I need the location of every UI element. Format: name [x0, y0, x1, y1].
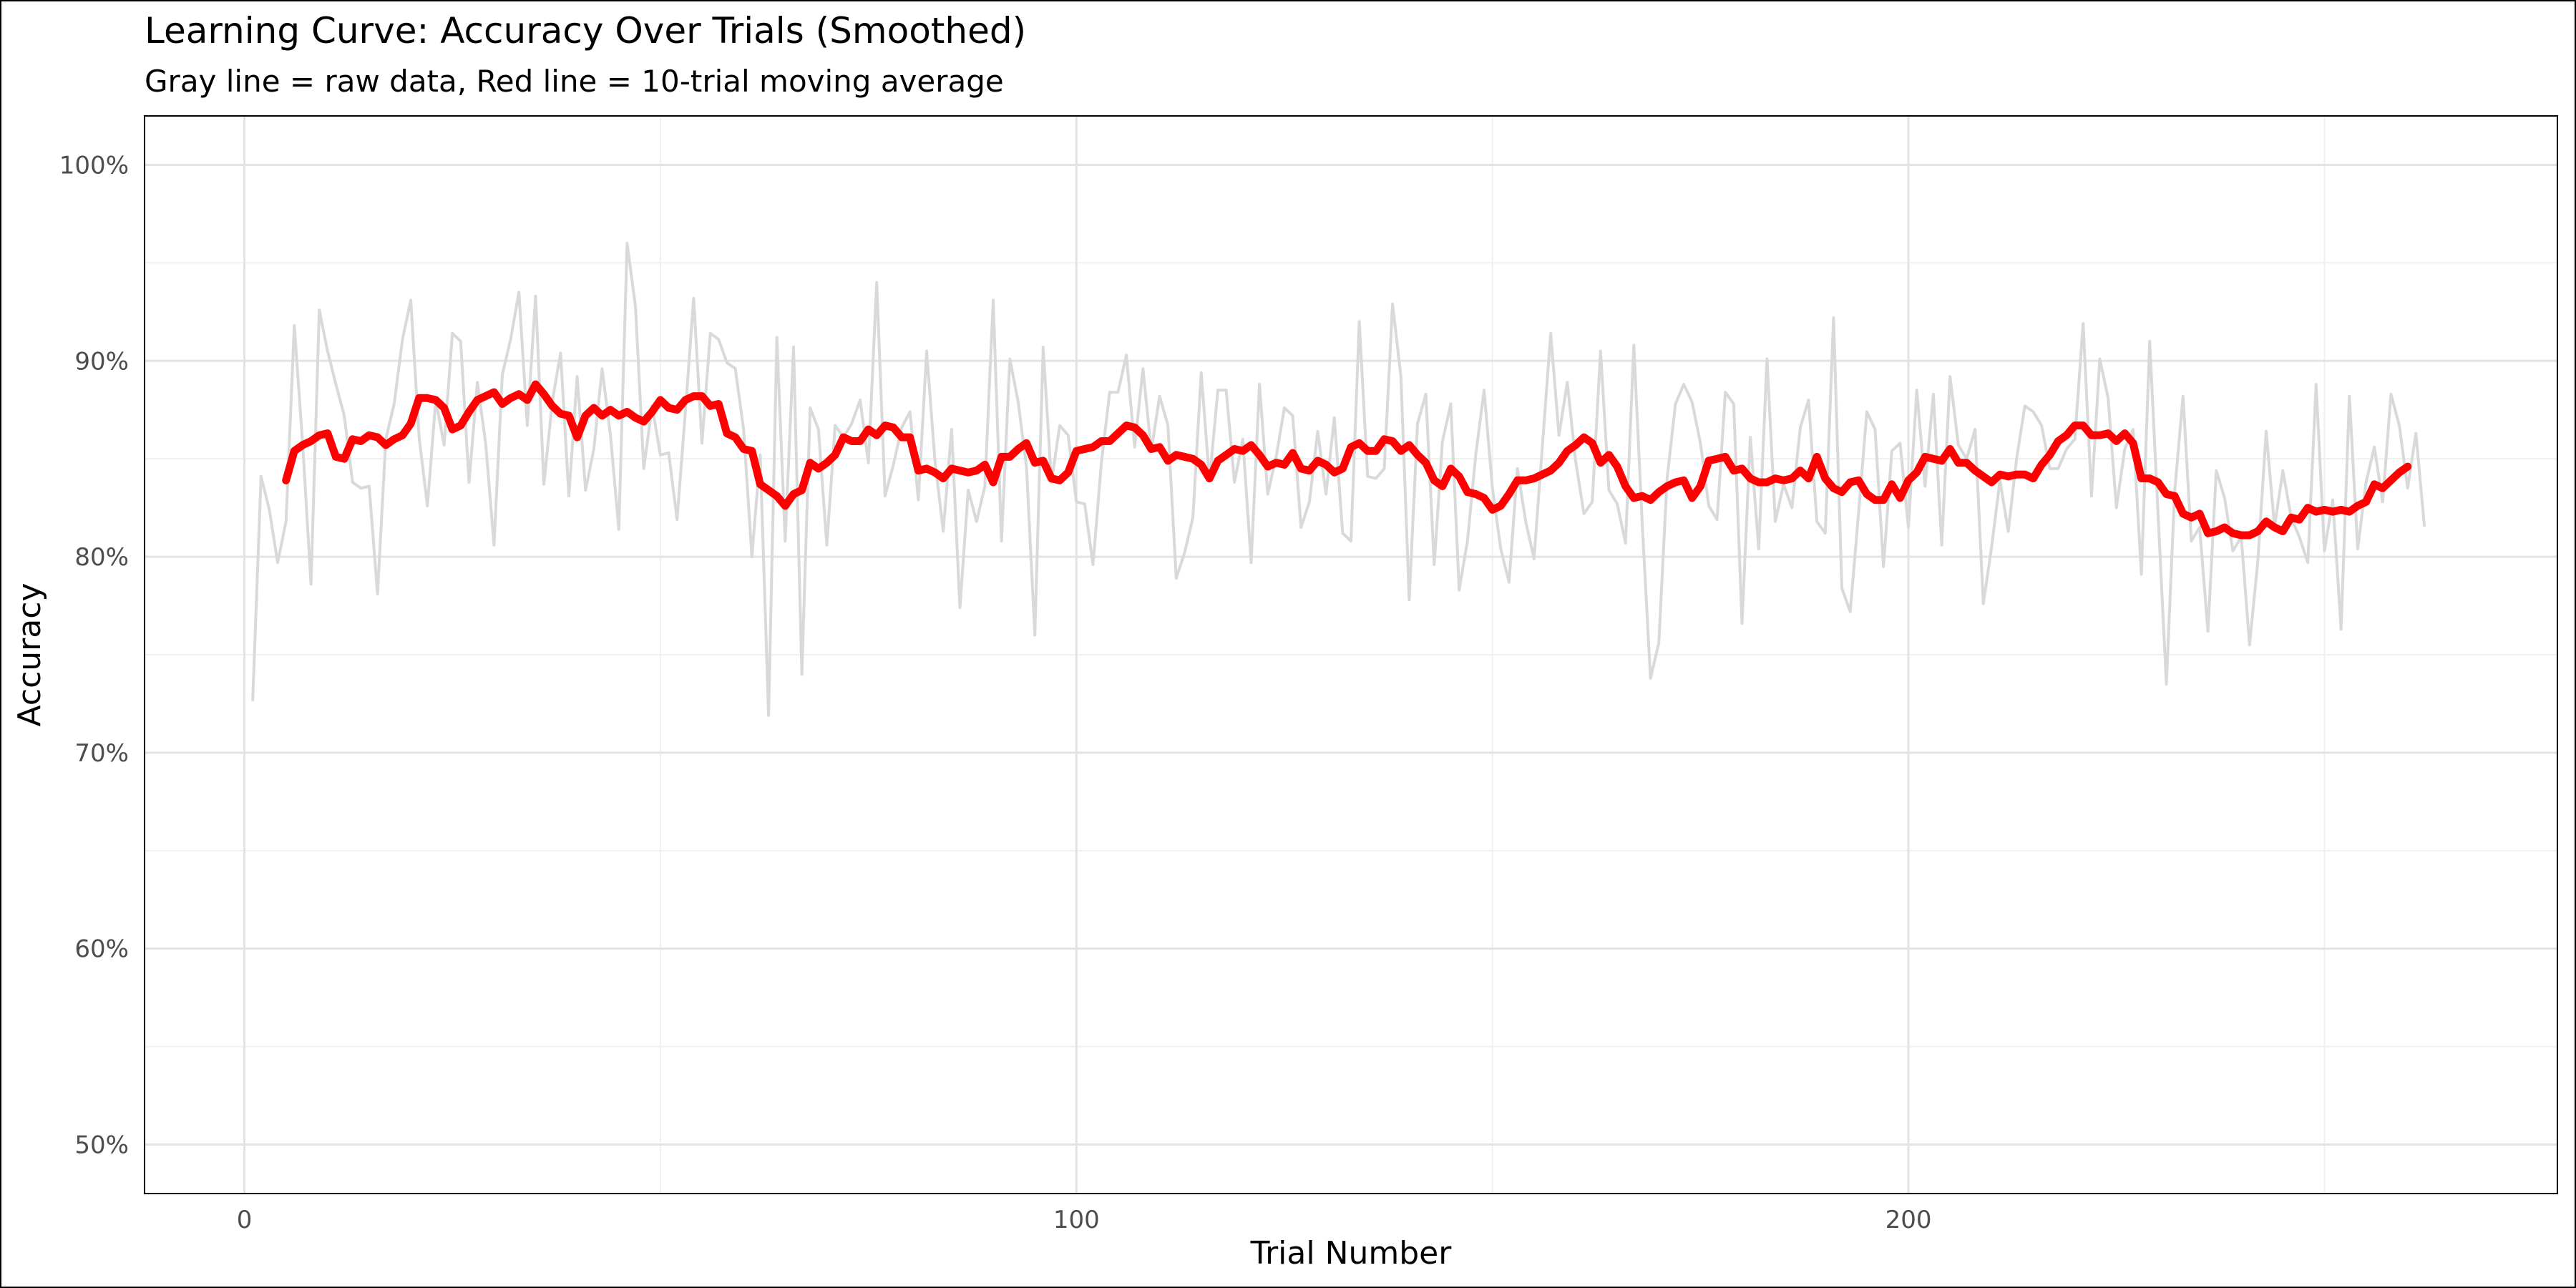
y-tick-label: 70% [74, 739, 129, 768]
y-tick-label: 50% [74, 1131, 129, 1160]
x-tick-label: 200 [1885, 1206, 1932, 1234]
y-axis-label: Accuracy [11, 583, 48, 727]
y-tick-label: 100% [59, 151, 129, 180]
x-axis-ticks: 0 100 200 [237, 1206, 1932, 1234]
raw-data-line [251, 242, 2426, 717]
x-tick-label: 0 [237, 1206, 253, 1234]
moving-average-line [282, 380, 2412, 540]
chart-title: Learning Curve: Accuracy Over Trials (Sm… [145, 10, 1026, 52]
y-tick-label: 90% [74, 347, 129, 376]
y-axis-ticks: 50% 60% 70% 80% 90% 100% [59, 151, 129, 1159]
chart-subtitle: Gray line = raw data, Red line = 10-tria… [145, 64, 1004, 99]
y-tick-label: 60% [74, 935, 129, 964]
major-gridlines [145, 116, 2557, 1194]
panel-border [144, 115, 2558, 1194]
x-axis-label: Trial Number [1250, 1235, 1453, 1272]
x-tick-label: 100 [1053, 1206, 1100, 1234]
minor-gridlines [145, 116, 2557, 1194]
y-tick-label: 80% [74, 543, 129, 572]
plot-area [251, 242, 2426, 717]
